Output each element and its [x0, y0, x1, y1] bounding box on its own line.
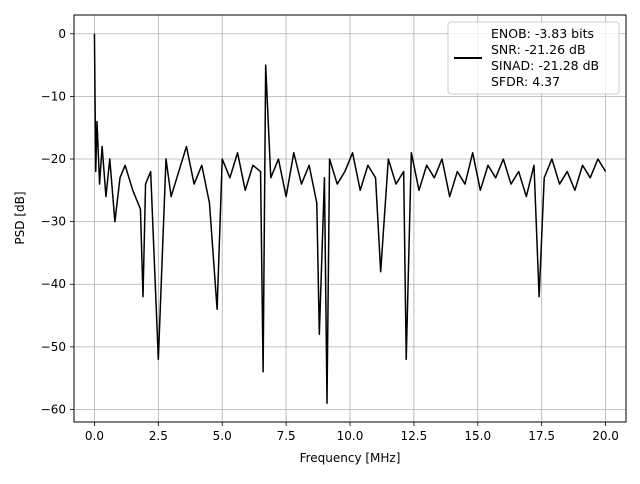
x-tick-label: 0.0 [85, 429, 104, 443]
x-tick-label: 5.0 [213, 429, 232, 443]
y-tick-label: −30 [41, 215, 66, 229]
x-tick-label: 7.5 [277, 429, 296, 443]
y-tick-label: −20 [41, 152, 66, 166]
legend-entry-snr: SNR: -21.26 dB [491, 42, 586, 57]
legend: ENOB: -3.83 bits SNR: -21.26 dB SINAD: -… [447, 21, 620, 95]
y-tick-label: −60 [41, 402, 66, 416]
x-tick-label: 15.0 [464, 429, 491, 443]
y-tick-label: −40 [41, 277, 66, 291]
x-tick-label: 17.5 [528, 429, 555, 443]
y-tick-label: −10 [41, 89, 66, 103]
x-tick-label: 20.0 [592, 429, 619, 443]
legend-entry-enob: ENOB: -3.83 bits [491, 26, 594, 41]
x-tick-label: 10.0 [337, 429, 364, 443]
x-tick-label: 2.5 [149, 429, 168, 443]
series-layer [93, 33, 607, 404]
x-tick-label: 12.5 [401, 429, 428, 443]
legend-box [447, 21, 620, 95]
legend-entry-sfdr: SFDR: 4.37 [491, 74, 560, 89]
y-tick-label: −50 [41, 340, 66, 354]
series-line-0 [93, 33, 607, 404]
tick-layer: 0.0 2.5 5.0 7.5 10.0 12.5 15.0 17.5 20.0 0 −10 −20 −… [41, 27, 619, 443]
x-axis-label: Frequency [MHz] [300, 451, 401, 465]
legend-entry-sinad: SINAD: -21.28 dB [491, 58, 599, 73]
y-tick-label: 0 [58, 27, 66, 41]
y-axis-label: PSD [dB] [13, 191, 27, 244]
